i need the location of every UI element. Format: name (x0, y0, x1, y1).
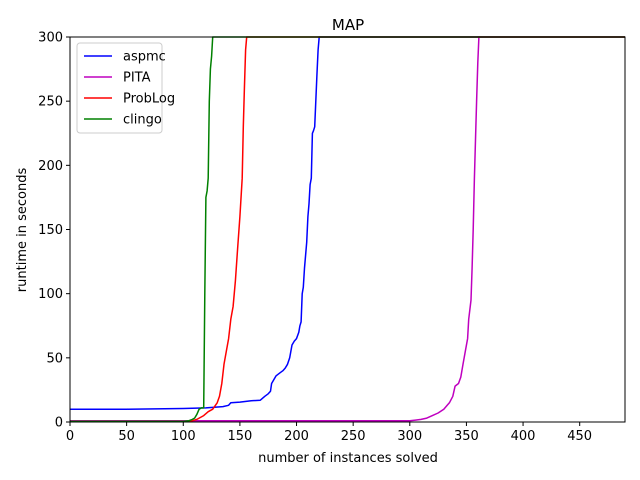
series-line-problog (70, 36, 625, 423)
x-tick-label: 150 (227, 429, 252, 444)
y-tick-label: 50 (46, 351, 63, 366)
x-tick-label: 350 (454, 429, 479, 444)
x-tick-label: 50 (118, 429, 135, 444)
legend-frame (76, 42, 163, 134)
legend-label-problog: ProbLog (123, 92, 175, 107)
y-axis: 0 50 100 150 200 250 300 (38, 31, 70, 431)
legend: aspmc PITA ProbLog clingo (76, 42, 175, 134)
series-layer (70, 36, 625, 423)
y-tick-label: 300 (38, 31, 63, 46)
x-axis: 0 50 100 150 200 250 300 350 400 450 (66, 422, 592, 444)
x-axis-label: number of instances solved (258, 451, 438, 466)
y-tick-label: 0 (55, 416, 63, 431)
x-tick-label: 450 (567, 429, 592, 444)
x-tick-label: 100 (171, 429, 196, 444)
y-tick-label: 250 (38, 95, 63, 110)
series-line-clingo (70, 36, 625, 423)
x-tick-label: 400 (511, 429, 536, 444)
x-tick-label: 0 (66, 429, 74, 444)
y-tick-label: 200 (38, 159, 63, 174)
y-tick-label: 150 (38, 223, 63, 238)
y-tick-label: 100 (38, 287, 63, 302)
legend-label-pita: PITA (123, 71, 151, 86)
x-tick-label: 200 (284, 429, 309, 444)
y-axis-label: runtime in seconds (15, 168, 30, 293)
chart-title: MAP (332, 16, 364, 34)
series-line-pita (70, 36, 625, 422)
x-tick-label: 300 (397, 429, 422, 444)
legend-label-clingo: clingo (123, 113, 162, 128)
legend-label-aspmc: aspmc (123, 50, 166, 65)
series-line-aspmc (70, 36, 625, 410)
x-tick-label: 250 (341, 429, 366, 444)
